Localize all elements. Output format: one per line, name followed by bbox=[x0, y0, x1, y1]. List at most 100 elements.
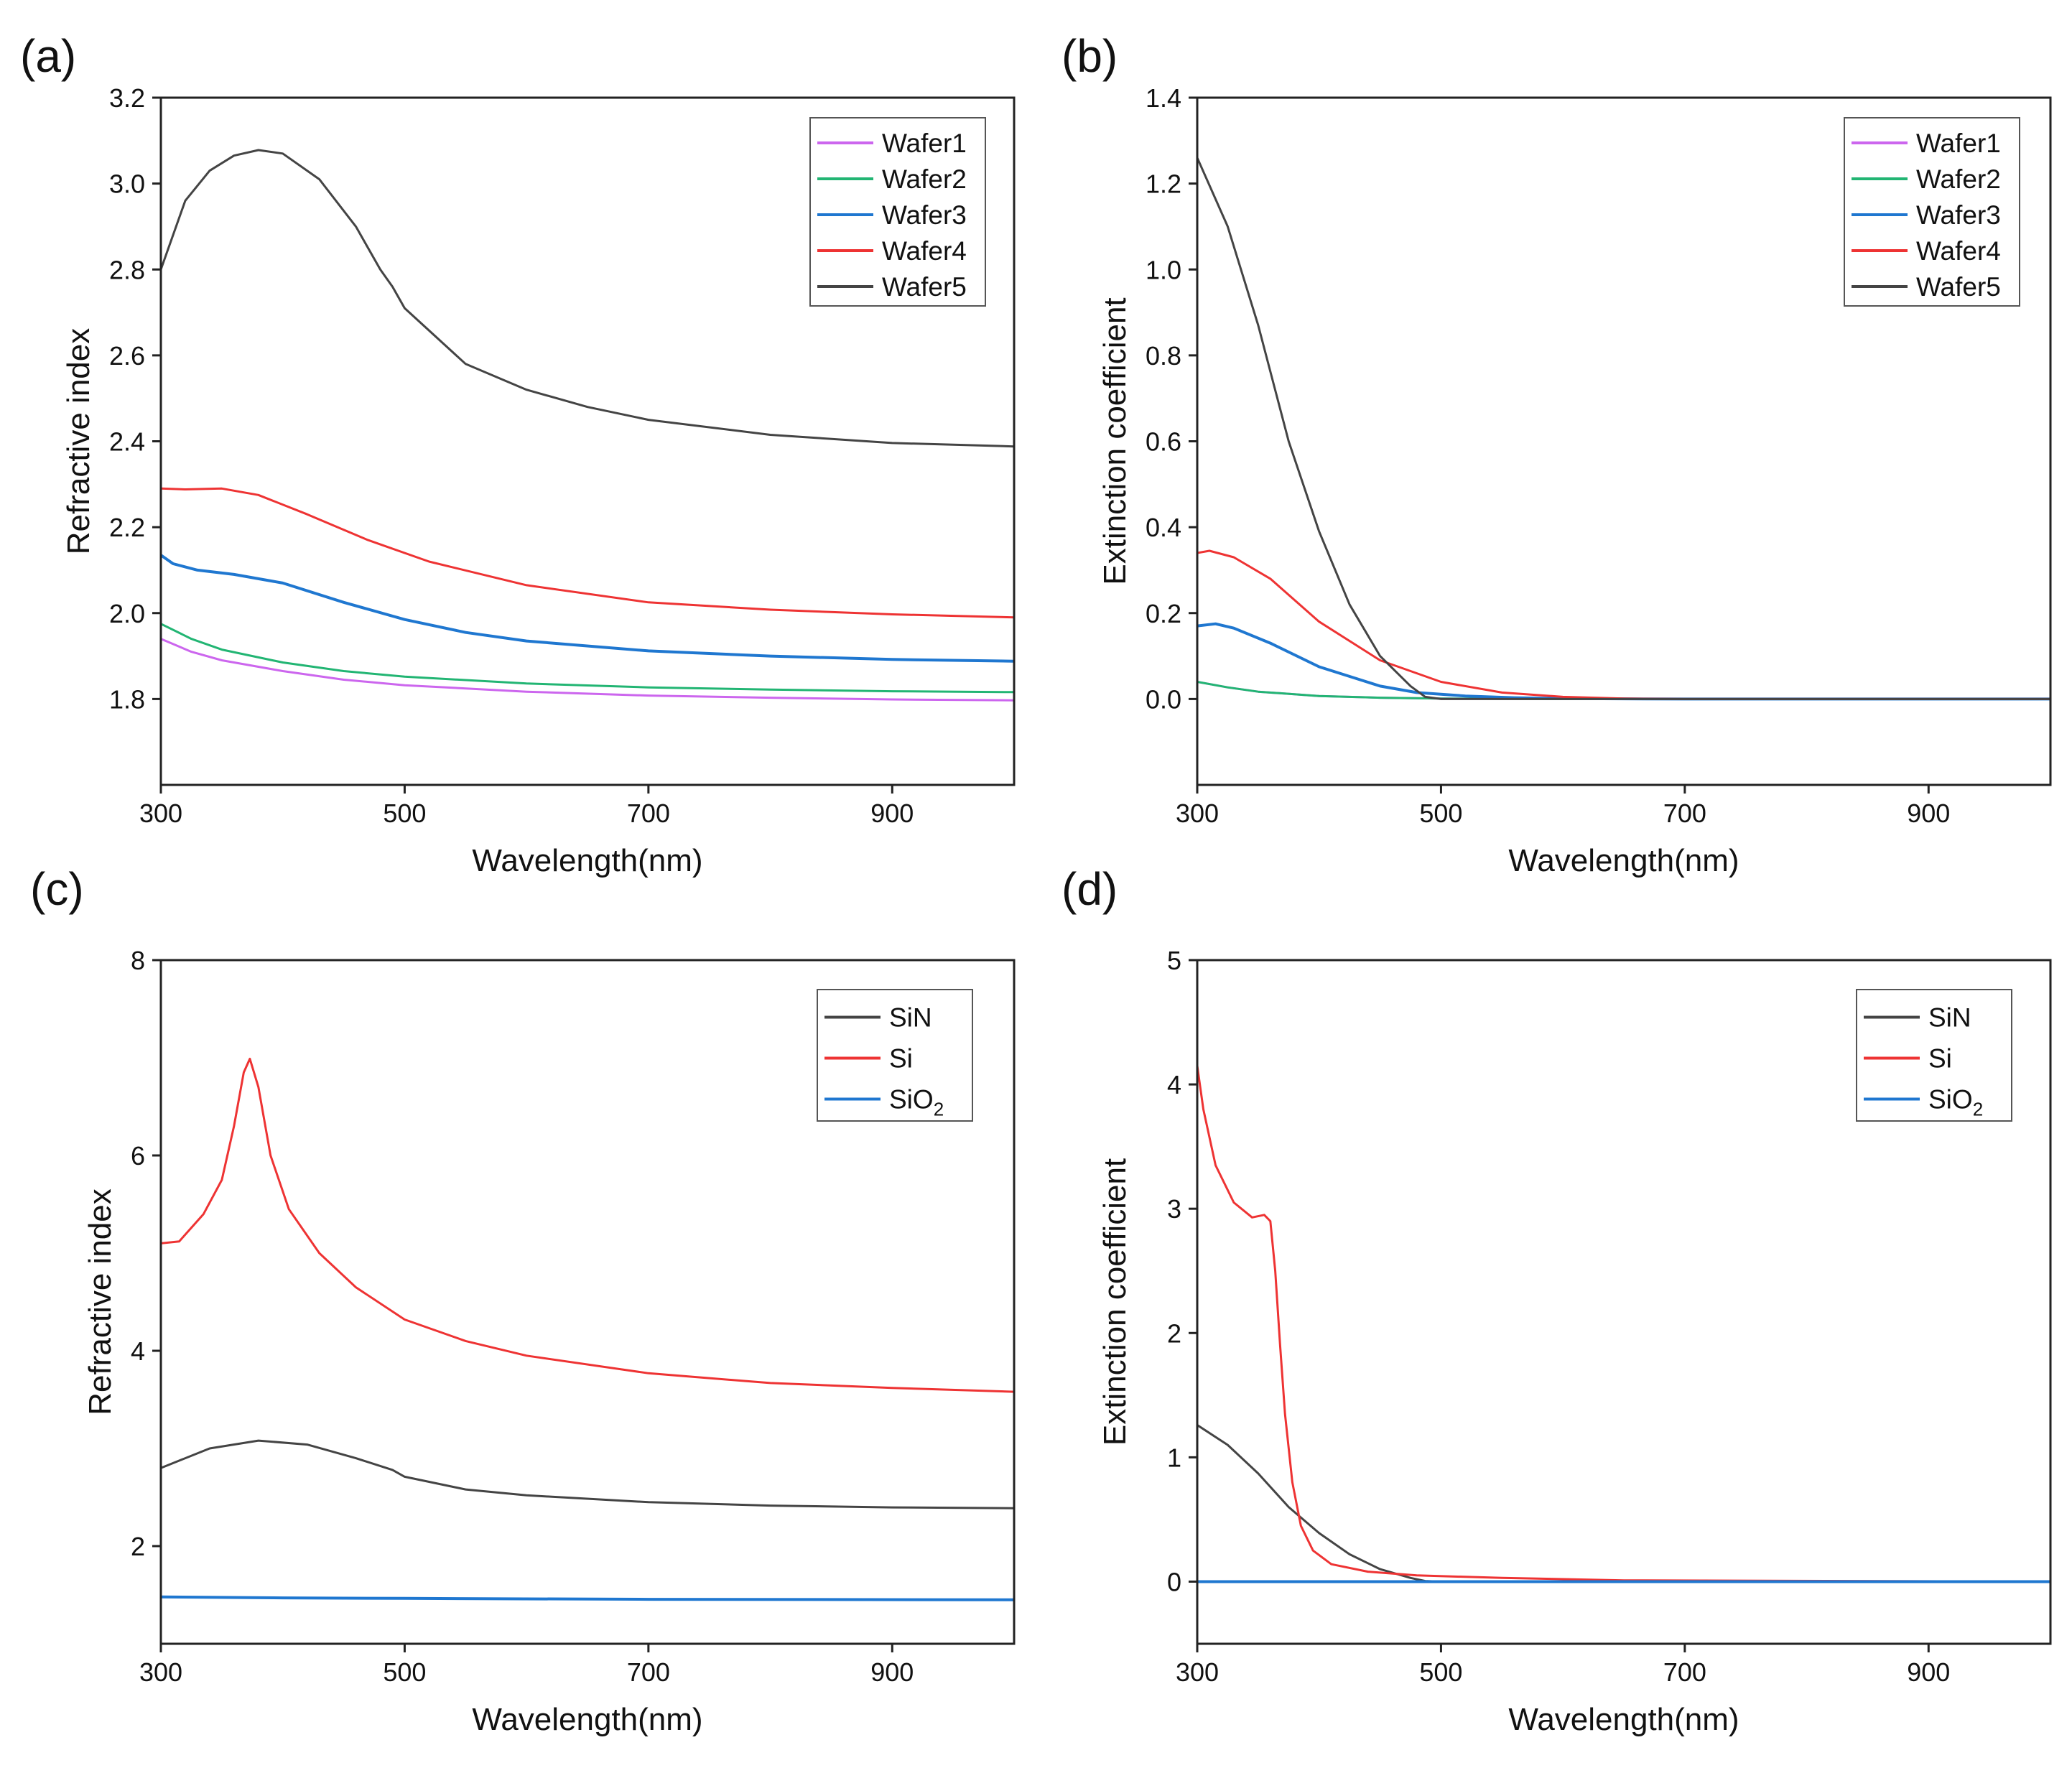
y-axis-label: Extinction coefficient bbox=[1097, 1158, 1133, 1446]
x-tick-label: 500 bbox=[383, 1657, 426, 1687]
series-group bbox=[161, 149, 1014, 702]
legend: Wafer1 Wafer2 Wafer3 Wafer4 Wafer5 bbox=[809, 117, 986, 307]
x-axis-label: Wavelength(nm) bbox=[472, 1702, 702, 1737]
series-line-wafer5 bbox=[161, 149, 1014, 448]
legend-label-wafer3: Wafer3 bbox=[1916, 200, 2001, 230]
x-axis-label: Wavelength(nm) bbox=[1508, 843, 1739, 878]
y-tick-label: 0.8 bbox=[1146, 341, 1181, 371]
legend: SiN Si SiO2 bbox=[1856, 989, 2012, 1122]
legend-label-wafer1: Wafer1 bbox=[882, 129, 967, 158]
y-tick-label: 1.0 bbox=[1146, 255, 1181, 284]
panel-1: 300 500 700 900 1.8 2.0 2.2 2.4 2.6 2.8 3.0 3.2 Wave… bbox=[20, 30, 1016, 878]
panel-label: (a) bbox=[20, 30, 76, 82]
x-tick-label: 300 bbox=[1176, 799, 1219, 828]
legend-label-wafer4: Wafer4 bbox=[1916, 236, 2001, 266]
y-tick-label: 2.8 bbox=[109, 255, 145, 284]
series-line-si bbox=[161, 1057, 1014, 1393]
x-tick-label: 900 bbox=[870, 1657, 914, 1687]
y-tick-label: 2.2 bbox=[109, 513, 145, 542]
y-tick-label: 1.8 bbox=[109, 684, 145, 714]
legend-label-sio2: SiO2 bbox=[1928, 1085, 1983, 1120]
y-tick-label: 1.4 bbox=[1146, 83, 1181, 113]
legend-label-wafer4: Wafer4 bbox=[882, 236, 967, 266]
x-tick-label: 700 bbox=[627, 799, 670, 828]
panel-label: (d) bbox=[1061, 863, 1118, 915]
x-tick-label: 700 bbox=[1663, 799, 1706, 828]
series-line-wafer4 bbox=[1197, 549, 2050, 700]
x-tick-label: 700 bbox=[627, 1657, 670, 1687]
legend-label-sin: SiN bbox=[1928, 1003, 1971, 1033]
y-axis-label: Extinction coefficient bbox=[1097, 297, 1133, 585]
series-line-wafer3 bbox=[1197, 622, 2050, 701]
y-tick-label: 0.4 bbox=[1146, 513, 1181, 542]
y-tick-label: 2.4 bbox=[109, 427, 145, 457]
series-line-wafer4 bbox=[161, 487, 1014, 619]
legend-label-wafer1: Wafer1 bbox=[1916, 129, 2001, 158]
y-tick-label: 0.0 bbox=[1146, 684, 1181, 714]
panel-label: (b) bbox=[1061, 30, 1118, 82]
x-tick-label: 500 bbox=[383, 799, 426, 828]
y-tick-label: 4 bbox=[131, 1336, 145, 1366]
x-tick-label: 900 bbox=[1907, 799, 1950, 828]
x-tick-label: 900 bbox=[870, 799, 914, 828]
legend-label-wafer2: Wafer2 bbox=[1916, 164, 2001, 194]
series-line-wafer5 bbox=[1197, 157, 2050, 700]
y-tick-label: 8 bbox=[131, 946, 145, 975]
y-tick-label: 0 bbox=[1167, 1567, 1181, 1596]
legend-label-si: Si bbox=[1928, 1044, 1952, 1074]
series-line-sin bbox=[161, 1439, 1014, 1509]
y-tick-label: 1 bbox=[1167, 1443, 1181, 1472]
x-tick-label: 900 bbox=[1907, 1657, 1950, 1687]
y-axis-label: Refractive index bbox=[83, 1188, 118, 1415]
y-tick-label: 0.6 bbox=[1146, 427, 1181, 457]
series-line-wafer2 bbox=[1197, 681, 2050, 700]
x-axis-label: Wavelength(nm) bbox=[472, 843, 702, 878]
series-line-si bbox=[1197, 1064, 2050, 1583]
series-group bbox=[1197, 1064, 2050, 1583]
x-tick-label: 700 bbox=[1663, 1657, 1706, 1687]
legend-label-wafer5: Wafer5 bbox=[1916, 272, 2001, 302]
legend-label-wafer3: Wafer3 bbox=[882, 200, 967, 230]
panel-3: 300 500 700 900 2 4 6 8 Wavelength(nm) Refractive… bbox=[30, 863, 1016, 1737]
legend: SiN Si SiO2 bbox=[817, 989, 973, 1122]
y-tick-label: 2 bbox=[1167, 1318, 1181, 1348]
legend-box bbox=[809, 117, 986, 307]
y-tick-label: 2 bbox=[131, 1532, 145, 1561]
legend-label-sin: SiN bbox=[889, 1003, 932, 1033]
y-axis-label: Refractive index bbox=[61, 328, 96, 554]
y-tick-label: 3 bbox=[1167, 1194, 1181, 1224]
y-tick-label: 3.2 bbox=[109, 83, 145, 113]
y-tick-label: 3.0 bbox=[109, 169, 145, 199]
legend-label-wafer2: Wafer2 bbox=[882, 164, 967, 194]
series-group bbox=[161, 1057, 1014, 1601]
legend: Wafer1 Wafer2 Wafer3 Wafer4 Wafer5 bbox=[1844, 117, 2020, 307]
y-tick-label: 2.0 bbox=[109, 599, 145, 628]
series-line-wafer1 bbox=[161, 638, 1014, 702]
series-group bbox=[1197, 157, 2050, 701]
series-line-wafer2 bbox=[161, 623, 1014, 694]
axis-frame bbox=[1196, 959, 2052, 1645]
y-tick-label: 2.6 bbox=[109, 341, 145, 371]
y-tick-label: 0.2 bbox=[1146, 599, 1181, 628]
y-tick-label: 6 bbox=[131, 1141, 145, 1171]
legend-label-si: Si bbox=[889, 1044, 913, 1074]
x-tick-label: 500 bbox=[1419, 1657, 1462, 1687]
panel-label: (c) bbox=[30, 863, 84, 915]
legend-label-wafer5: Wafer5 bbox=[882, 272, 967, 302]
legend-box bbox=[1844, 117, 2020, 307]
series-line-sio2 bbox=[161, 1595, 1014, 1601]
y-tick-label: 1.2 bbox=[1146, 169, 1181, 199]
x-tick-label: 300 bbox=[139, 1657, 182, 1687]
panel-4: 300 500 700 900 0 1 2 3 4 5 Wavelength(nm) Extincti… bbox=[1061, 863, 2052, 1737]
y-tick-label: 4 bbox=[1167, 1070, 1181, 1099]
series-line-sin bbox=[1197, 1423, 2050, 1583]
x-axis-label: Wavelength(nm) bbox=[1508, 1702, 1739, 1737]
x-tick-label: 500 bbox=[1419, 799, 1462, 828]
x-tick-label: 300 bbox=[1176, 1657, 1219, 1687]
y-tick-label: 5 bbox=[1167, 946, 1181, 975]
x-tick-label: 300 bbox=[139, 799, 182, 828]
series-line-wafer3 bbox=[161, 554, 1014, 663]
axis-frame bbox=[159, 959, 1016, 1645]
legend-label-sio2: SiO2 bbox=[889, 1085, 944, 1120]
